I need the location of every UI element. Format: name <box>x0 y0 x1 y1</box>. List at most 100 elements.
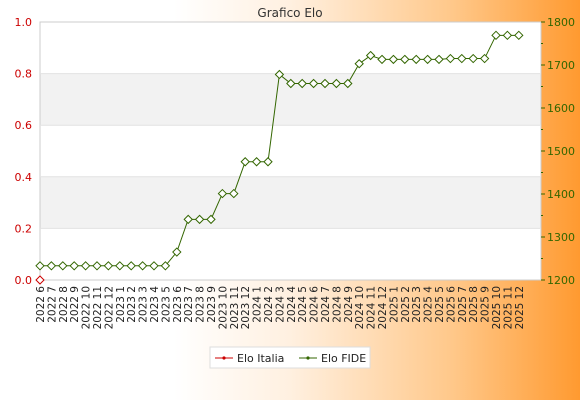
data-point-elo-fide <box>35 261 45 271</box>
data-point-elo-fide <box>514 30 524 41</box>
y-right-tick-label: 1500 <box>547 145 575 158</box>
x-tick-label: 2023 7 <box>183 286 195 323</box>
data-point-elo-fide <box>388 54 399 65</box>
data-point-elo-fide <box>343 78 353 89</box>
data-point-elo-italia <box>35 275 45 285</box>
y-right-tick-label: 1400 <box>547 188 575 201</box>
legend-label-elo-italia: Elo Italia <box>237 352 284 365</box>
x-tick-label: 2024 4 <box>286 286 298 323</box>
x-tick-label: 2024 8 <box>331 286 343 323</box>
x-tick-label: 2022 7 <box>46 286 58 323</box>
x-tick-label: 2024 1 <box>252 286 264 323</box>
x-tick-label: 2024 9 <box>343 286 355 323</box>
y-right-tick-label: 1800 <box>547 16 575 29</box>
y-right-tick-label: 1600 <box>547 102 575 115</box>
legend-box <box>209 346 371 369</box>
x-tick-label: 2023 6 <box>172 286 184 323</box>
data-point-elo-fide <box>468 53 478 64</box>
data-point-elo-fide <box>69 261 79 271</box>
data-point-elo-fide <box>149 261 159 271</box>
data-point-elo-fide <box>479 53 490 64</box>
x-tick-label: 2025 5 <box>434 286 446 323</box>
data-point-elo-fide <box>263 157 273 167</box>
y-right-tick-label: 1200 <box>547 274 575 287</box>
legend-label-elo-fide: Elo FIDE <box>321 352 366 365</box>
grid-band <box>40 176 541 229</box>
x-tick-label: 2025 8 <box>468 286 480 323</box>
y-left-tick-label: 0.4 <box>15 171 33 184</box>
data-point-elo-fide <box>377 54 387 65</box>
data-point-elo-fide <box>240 157 250 167</box>
y-right-tick-label: 1300 <box>547 231 575 244</box>
data-point-elo-fide <box>297 78 307 89</box>
data-point-elo-fide <box>400 54 410 65</box>
legend-marker-elo-fide <box>306 356 310 360</box>
x-tick-label: 2025 9 <box>480 286 492 323</box>
data-point-elo-fide <box>194 214 205 225</box>
x-tick-label: 2025 7 <box>457 286 469 323</box>
data-point-elo-fide <box>308 78 319 89</box>
x-tick-label: 2025 10 <box>491 286 503 329</box>
x-tick-label: 2024 3 <box>274 286 286 323</box>
data-point-elo-fide <box>115 261 125 271</box>
data-point-elo-fide <box>365 50 376 61</box>
x-tick-label: 2022 8 <box>58 286 70 323</box>
x-tick-label: 2023 5 <box>160 286 172 323</box>
x-tick-label: 2025 3 <box>411 286 423 323</box>
chart-title: Grafico Elo <box>257 6 322 20</box>
x-tick-label: 2023 3 <box>138 286 150 323</box>
x-tick-label: 2024 12 <box>377 286 389 329</box>
x-tick-label: 2024 5 <box>297 286 309 323</box>
data-point-elo-fide <box>103 261 114 271</box>
data-point-elo-fide <box>80 261 91 271</box>
data-point-elo-fide <box>172 247 182 257</box>
data-point-elo-fide <box>251 157 262 167</box>
x-tick-label: 2023 4 <box>149 286 161 323</box>
y-axis-right: 1200 1300 1400 1500 1600 1700 1800 <box>541 16 575 287</box>
x-tick-label: 2022 11 <box>92 286 104 329</box>
x-tick-label: 2023 12 <box>240 286 252 329</box>
x-tick-label: 2023 8 <box>195 286 207 323</box>
x-tick-label: 2023 10 <box>217 286 229 329</box>
data-point-elo-fide <box>320 78 330 89</box>
y-left-tick-label: 1.0 <box>15 16 33 29</box>
y-right-tick-label: 1700 <box>547 59 575 72</box>
data-point-elo-fide <box>286 78 296 89</box>
x-tick-label: 2023 11 <box>229 286 241 329</box>
data-point-elo-fide <box>457 53 467 64</box>
data-point-elo-fide <box>229 188 239 199</box>
data-point-elo-fide <box>160 261 171 271</box>
x-tick-label: 2025 6 <box>445 286 457 323</box>
x-tick-label: 2025 1 <box>388 286 400 323</box>
x-tick-label: 2024 10 <box>354 286 366 329</box>
data-point-elo-fide <box>354 59 364 69</box>
legend: Elo Italia Elo FIDE <box>209 346 371 369</box>
series-group <box>35 30 524 285</box>
plot-area <box>39 21 542 281</box>
y-left-tick-label: 0.0 <box>15 274 33 287</box>
data-point-elo-fide <box>422 54 433 65</box>
data-point-elo-fide <box>58 261 68 271</box>
y-left-tick-label: 0.8 <box>15 68 33 81</box>
legend-marker-elo-italia <box>222 356 226 360</box>
x-tick-label: 2023 2 <box>126 286 138 323</box>
data-point-elo-fide <box>502 30 513 41</box>
data-point-elo-fide <box>434 54 444 65</box>
data-point-elo-fide <box>126 261 136 271</box>
x-tick-label: 2024 6 <box>309 286 321 323</box>
data-point-elo-fide <box>331 78 342 89</box>
data-point-elo-fide <box>491 30 501 41</box>
data-point-elo-fide <box>206 214 216 225</box>
data-point-elo-fide <box>183 214 193 225</box>
x-tick-label: 2024 11 <box>366 286 378 329</box>
x-tick-label: 2025 4 <box>423 286 435 323</box>
data-point-elo-fide <box>274 69 285 80</box>
data-point-elo-fide <box>137 261 148 271</box>
data-point-elo-fide <box>217 188 228 199</box>
x-tick-label: 2023 1 <box>115 286 127 323</box>
data-point-elo-fide <box>46 261 57 271</box>
x-tick-label: 2022 6 <box>35 286 47 323</box>
y-axis-left: 0.0 0.2 0.4 0.6 0.8 1.0 <box>15 16 33 287</box>
data-point-elo-fide <box>411 54 421 65</box>
